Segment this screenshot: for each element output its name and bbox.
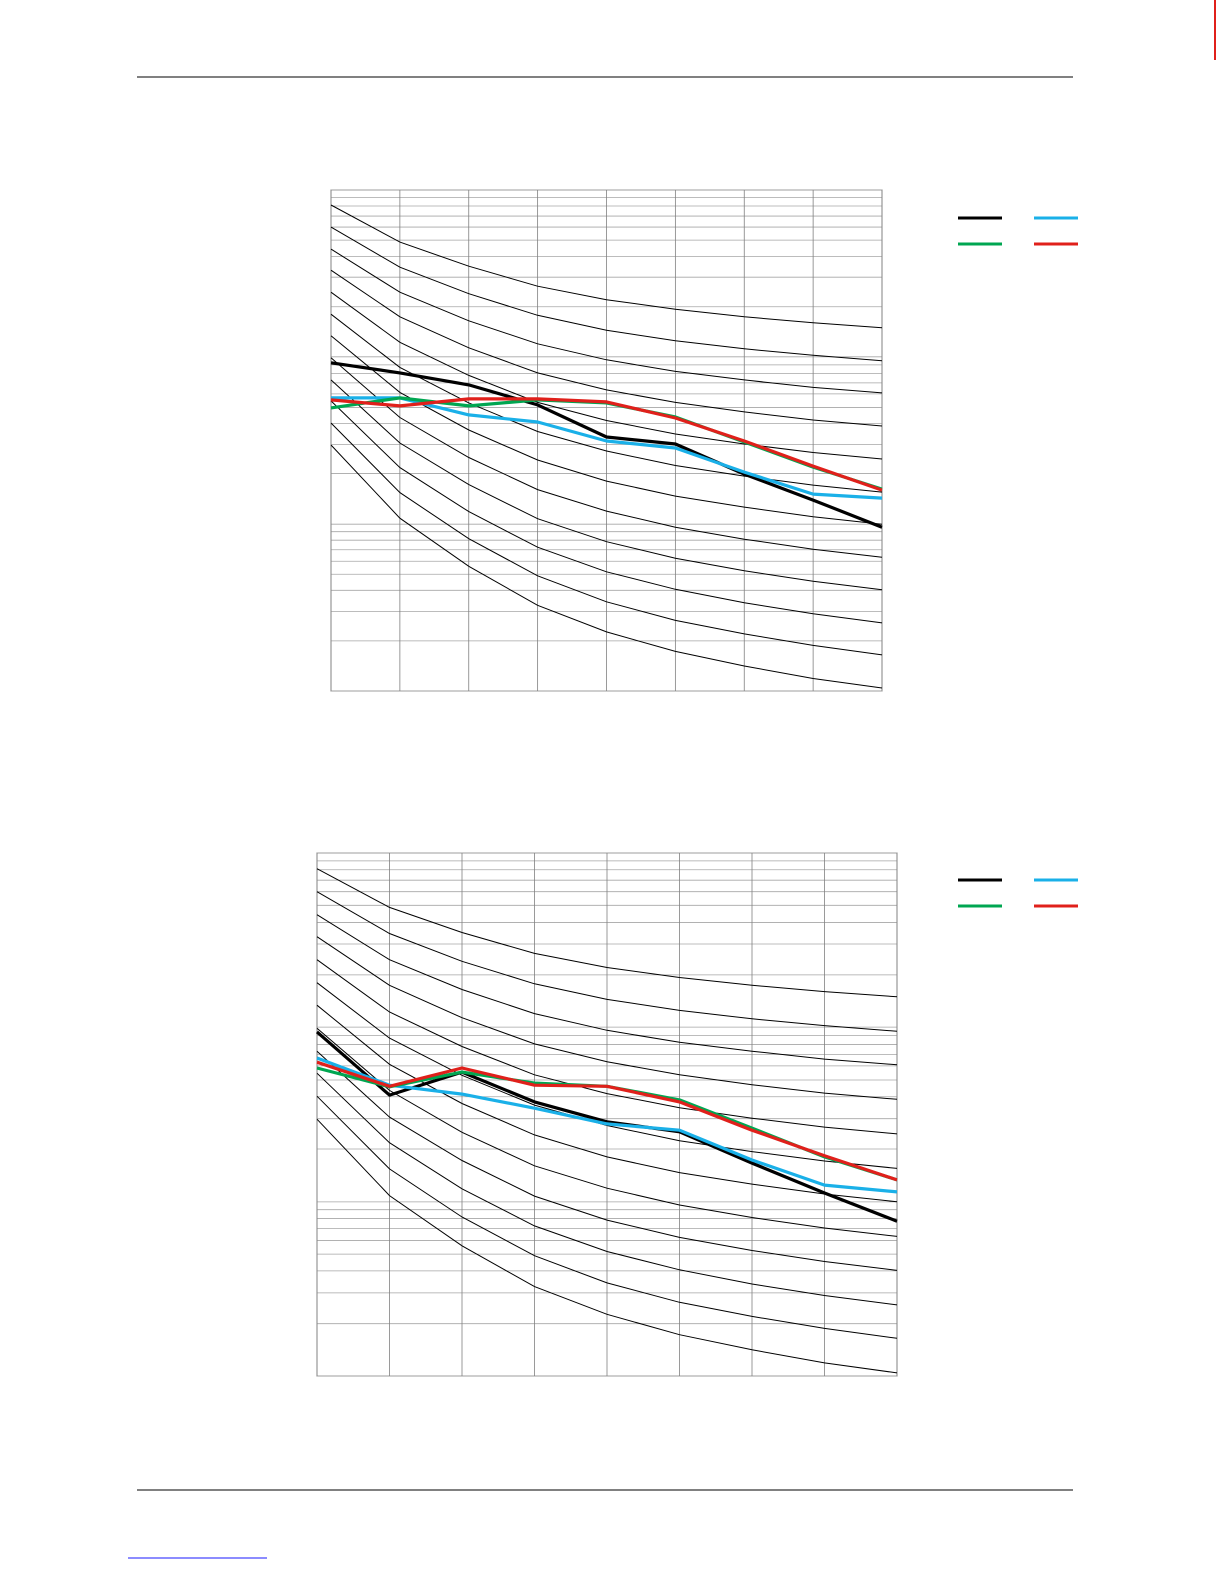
series-line bbox=[316, 1056, 898, 1194]
reference-curve bbox=[330, 444, 883, 689]
reference-curve bbox=[316, 959, 898, 1135]
series-line bbox=[316, 1060, 898, 1182]
reference-curve bbox=[330, 248, 883, 394]
reference-curve bbox=[330, 357, 883, 558]
reference-curve bbox=[316, 868, 898, 998]
reference-curve bbox=[330, 269, 883, 427]
reference-curve bbox=[316, 936, 898, 1100]
reference-curve bbox=[330, 313, 883, 493]
reference-curve bbox=[316, 1027, 898, 1237]
reference-curve bbox=[330, 400, 883, 624]
reference-curve bbox=[330, 204, 883, 329]
reference-curve bbox=[330, 291, 883, 460]
reference-curve bbox=[330, 379, 883, 591]
reference-curve bbox=[330, 422, 883, 656]
series-line bbox=[330, 397, 883, 492]
reference-curve bbox=[316, 1050, 898, 1271]
reference-curve bbox=[316, 1118, 898, 1374]
reference-curve bbox=[316, 1095, 898, 1339]
reference-curve bbox=[330, 226, 883, 362]
reference-curve bbox=[316, 1072, 898, 1306]
series-line bbox=[330, 361, 883, 529]
reference-curve bbox=[316, 914, 898, 1066]
reference-curve bbox=[316, 891, 898, 1032]
reference-curve bbox=[316, 1004, 898, 1203]
